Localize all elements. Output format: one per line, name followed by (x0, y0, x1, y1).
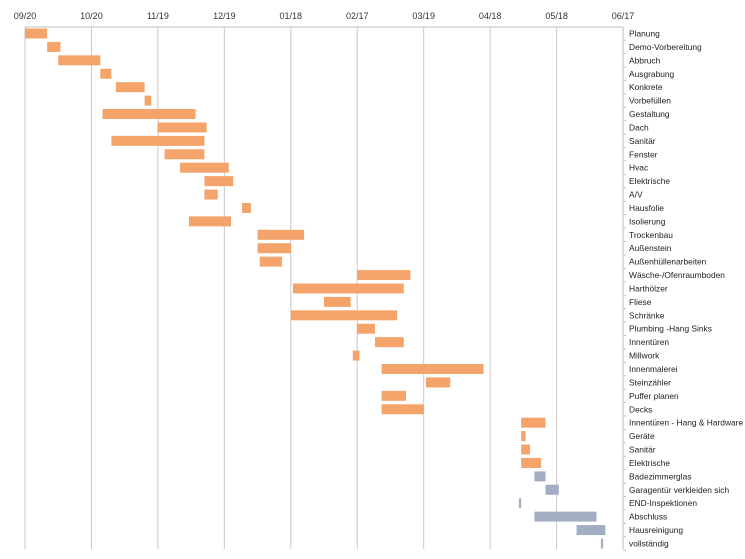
task-bar (144, 95, 152, 106)
task-bar (164, 149, 205, 160)
x-tick-label: 11/19 (147, 11, 169, 21)
task-label: Hvac (629, 163, 648, 173)
task-bar (381, 404, 424, 415)
task-label: Wäsche-/Ofenraumboden (629, 270, 725, 280)
task-bar (111, 135, 205, 146)
task-label: END-Inspektionen (629, 498, 697, 508)
task-bar (25, 28, 48, 39)
task-bar (425, 377, 451, 388)
task-bar (157, 122, 207, 133)
task-bar (521, 457, 542, 468)
task-label: A/V (629, 190, 643, 200)
task-label: Sanitär (629, 136, 656, 146)
task-bar (534, 471, 546, 482)
task-bar (534, 511, 597, 522)
task-bar (521, 444, 531, 455)
task-bar (188, 216, 231, 227)
task-bar (352, 350, 360, 361)
task-label: Harthölzer (629, 283, 668, 293)
task-label: Trockenbau (629, 230, 673, 240)
task-label: Decks (629, 404, 652, 414)
task-label: Abbruch (629, 55, 661, 65)
task-label: Steinzähler (629, 377, 671, 387)
task-label: Planung (629, 29, 660, 39)
task-bar (576, 525, 606, 536)
task-bar (259, 256, 282, 267)
task-bar (100, 68, 112, 79)
task-label: Vorbefüllen (629, 96, 671, 106)
task-label: Abschluss (629, 512, 667, 522)
x-tick-label: 12/19 (213, 11, 236, 21)
task-bar (357, 270, 411, 281)
task-label: Plumbing -Hang Sinks (629, 324, 712, 334)
task-bar (324, 296, 351, 307)
task-bar (521, 417, 546, 428)
task-label: Außenhüllenarbeiten (629, 257, 707, 267)
task-bar (600, 538, 604, 549)
task-bar (115, 82, 145, 93)
task-bar (381, 364, 484, 374)
task-label: Konkrete (629, 82, 663, 92)
x-tick-label: 01/18 (280, 11, 303, 21)
task-label: Fenster (629, 149, 658, 159)
label-layer: Planung Demo-Vorbereitung Abbruch Ausgrabun… (629, 29, 743, 549)
task-label: Demo-Vorbereitung (629, 42, 702, 52)
task-label: Sanitär (629, 445, 656, 455)
task-label: Elektrische (629, 458, 670, 468)
task-bar (518, 498, 522, 509)
task-label: Innentüren - Hang & Hardware (629, 418, 743, 428)
task-label: Geräte (629, 431, 655, 441)
task-label: Schränke (629, 310, 665, 320)
task-bar (102, 109, 196, 120)
task-bar (545, 484, 559, 495)
task-label: Ausgrabung (629, 69, 675, 79)
task-bar (381, 390, 406, 401)
task-bar (47, 41, 61, 52)
task-label: Innentüren (629, 337, 669, 347)
bar-layer (25, 28, 606, 549)
task-bar (242, 202, 251, 213)
task-label: Dach (629, 122, 649, 132)
task-bar (180, 162, 229, 173)
x-tick-label: 10/20 (80, 11, 103, 21)
x-tick-label: 04/18 (479, 11, 502, 21)
task-bar (257, 229, 305, 240)
grid-layer: 09/20 10/20 11/19 12/19 01/18 02/17 03/19 04/18… (14, 11, 635, 551)
task-bar (374, 337, 404, 348)
task-label: vollständig (629, 538, 669, 548)
x-tick-label: 05/18 (545, 11, 568, 21)
x-tick-label: 02/17 (346, 11, 369, 21)
task-label: Fliese (629, 297, 652, 307)
task-label: Elektrische (629, 176, 670, 186)
task-bar (204, 189, 218, 200)
task-label: Puffer planen (629, 391, 679, 401)
task-label: Badezimmerglas (629, 471, 691, 481)
task-bar (293, 283, 404, 294)
task-label: Außenstein (629, 243, 672, 253)
task-label: Gestaltung (629, 109, 670, 119)
x-tick-label: 03/19 (412, 11, 435, 21)
x-tick-label: 06/17 (612, 11, 635, 21)
task-label: Millwork (629, 351, 660, 361)
task-label: Innenmalerei (629, 364, 678, 374)
task-label: Garagentür verkleiden sich (629, 485, 729, 495)
task-label: Isolierung (629, 216, 666, 226)
task-bar (58, 55, 101, 66)
task-bar (290, 310, 398, 321)
task-bar (521, 431, 526, 442)
task-bar (357, 323, 375, 334)
task-label: Hausreinigung (629, 525, 683, 535)
task-label: Hausfolie (629, 203, 664, 213)
x-tick-label: 09/20 (14, 11, 37, 21)
task-bar (257, 243, 291, 254)
task-bar (204, 176, 234, 187)
